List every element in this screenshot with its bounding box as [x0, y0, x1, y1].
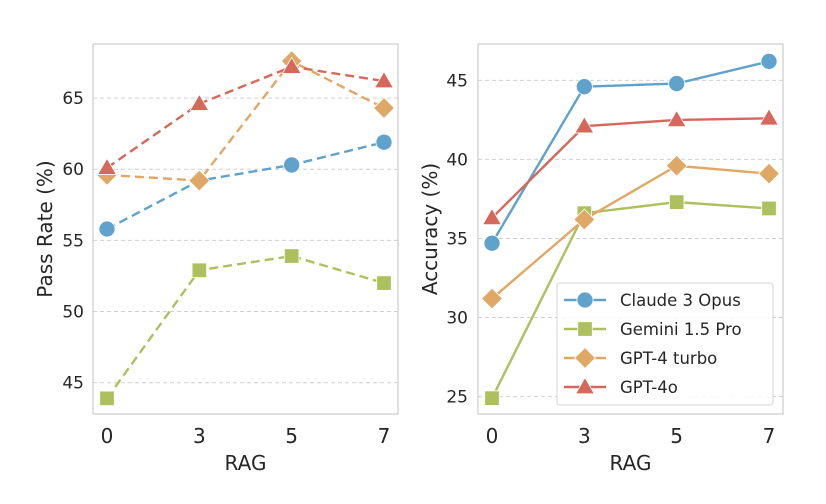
- data-point: [668, 75, 686, 92]
- series-line: [106, 254, 385, 400]
- data-point: [96, 157, 118, 175]
- data-point: [281, 56, 302, 74]
- y-tick-label: 45: [62, 374, 84, 394]
- data-point: [483, 234, 501, 252]
- series-line: [106, 65, 385, 169]
- legend-marker: [574, 376, 596, 395]
- data-point: [573, 208, 596, 231]
- data-point: [481, 287, 503, 310]
- legend-marker: [577, 321, 593, 337]
- plot-frame: [477, 43, 784, 415]
- series-line: [491, 164, 770, 300]
- y-axis-label: Accuracy (%): [418, 163, 442, 295]
- data-point: [373, 97, 395, 120]
- data-point: [188, 169, 211, 192]
- data-point: [373, 70, 395, 89]
- legend: Claude 3 Opus Gemini 1.5 Pro GPT-4 turbo GP…: [556, 282, 774, 406]
- x-tick-label: 5: [285, 424, 298, 448]
- legend-label: GPT-4o: [620, 378, 678, 397]
- data-point: [760, 52, 778, 70]
- data-point: [668, 194, 685, 210]
- legend-box: [556, 282, 774, 406]
- data-point: [375, 133, 393, 151]
- legend-item: GPT-4o: [564, 376, 678, 397]
- y-tick-label: 50: [62, 303, 84, 323]
- data-point: [574, 116, 595, 134]
- x-tick-label: 0: [486, 424, 499, 448]
- y-tick-label: 25: [446, 388, 468, 408]
- data-point: [189, 93, 210, 111]
- data-point: [575, 78, 593, 96]
- y-tick-label: 55: [62, 231, 84, 251]
- data-point: [761, 200, 777, 217]
- plot-frame: [92, 43, 399, 415]
- data-point: [283, 248, 300, 264]
- x-tick-label: 5: [670, 424, 683, 448]
- series-line: [491, 117, 770, 219]
- data-point: [98, 220, 116, 238]
- series-line: [106, 59, 385, 182]
- data-point: [191, 262, 208, 278]
- legend-label: Gemini 1.5 Pro: [620, 320, 742, 339]
- data-point: [481, 207, 503, 226]
- legend-label: GPT-4 turbo: [620, 349, 717, 368]
- y-tick-label: 30: [446, 309, 468, 329]
- y-axis-label: Pass Rate (%): [33, 160, 57, 297]
- series-line: [490, 200, 770, 399]
- data-point: [99, 390, 115, 407]
- x-axis-label: RAG: [610, 451, 652, 475]
- chart-panel-1: 45 50 55 60 65 0 3 5 7 RAG Pass Rate (%): [33, 43, 399, 475]
- x-tick-label: 3: [193, 424, 206, 448]
- y-tick-label: 60: [62, 160, 84, 180]
- x-tick-label: 7: [763, 424, 776, 448]
- legend-label: Claude 3 Opus: [620, 291, 741, 310]
- x-axis-label: RAG: [225, 451, 267, 475]
- x-tick-label: 3: [578, 424, 591, 448]
- y-tick-label: 65: [62, 89, 84, 109]
- legend-item: GPT-4 turbo: [564, 347, 717, 369]
- y-tick-label: 35: [446, 229, 468, 249]
- data-point: [758, 108, 780, 126]
- data-point: [283, 156, 301, 174]
- series-line: [106, 141, 385, 231]
- y-tick-label: 45: [446, 71, 468, 91]
- data-point: [758, 162, 780, 185]
- legend-marker: [576, 291, 594, 309]
- data-point: [665, 154, 688, 177]
- y-tick-label: 40: [446, 150, 468, 170]
- data-point: [376, 275, 392, 291]
- data-point: [484, 390, 500, 406]
- series-line: [490, 60, 770, 244]
- legend-marker: [574, 347, 596, 369]
- legend-item: Gemini 1.5 Pro: [564, 320, 742, 339]
- x-tick-label: 0: [101, 424, 114, 448]
- data-point: [666, 109, 687, 128]
- x-tick-label: 7: [378, 424, 391, 448]
- legend-item: Claude 3 Opus: [564, 291, 741, 310]
